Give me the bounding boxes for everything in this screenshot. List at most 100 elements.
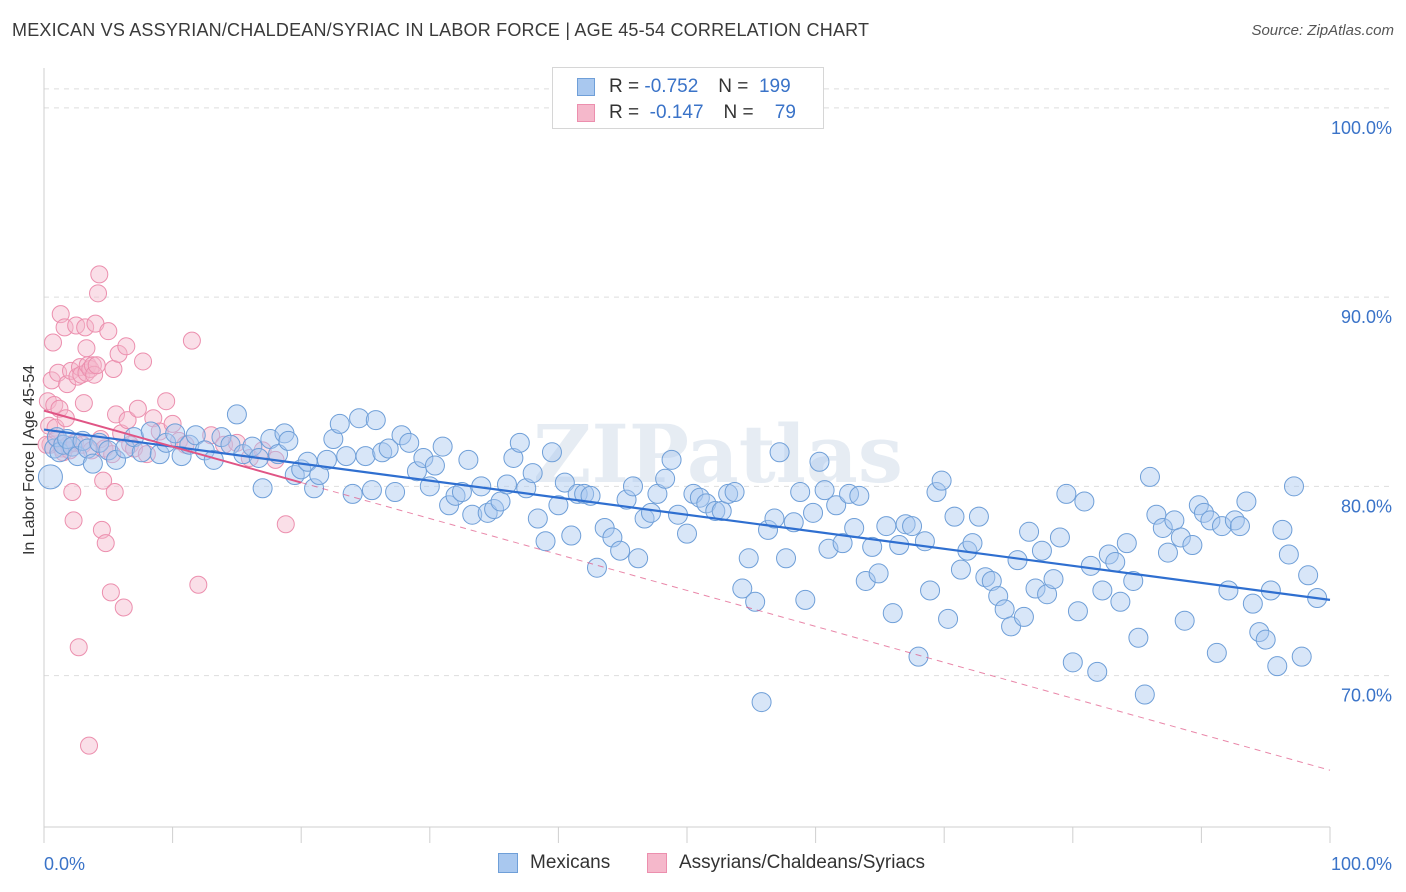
assyrian-point (64, 511, 83, 530)
mexican-point (82, 453, 103, 474)
mexican-point (1182, 535, 1203, 556)
mexican-point (738, 548, 759, 569)
mexican-point (451, 482, 472, 503)
mexican-point (1174, 610, 1195, 631)
mexican-points (37, 404, 1328, 713)
assyrian-point (96, 534, 115, 553)
mexican-point (868, 563, 889, 584)
mexican-point (790, 482, 811, 503)
mexican-point (844, 517, 865, 538)
bottom-legend-mexicans[interactable]: Mexicans (498, 852, 610, 874)
assyrian-point (80, 736, 99, 755)
mexican-point (732, 578, 753, 599)
bottom-legend-assyrians[interactable]: Assyrians/Chaldeans/Syriacs (647, 852, 925, 874)
mexican-point (769, 442, 790, 463)
mexican-point (1200, 510, 1221, 531)
mexican-point (62, 436, 83, 457)
mexican-point (616, 489, 637, 510)
assyrian-point (189, 575, 208, 594)
mexican-point (535, 531, 556, 552)
mexican-point (1087, 661, 1108, 682)
mexican-point (628, 548, 649, 569)
mexican-point (920, 580, 941, 601)
mexican-point (1298, 565, 1319, 586)
mexican-point (938, 608, 959, 629)
mexican-point (131, 442, 152, 463)
mexican-point (541, 442, 562, 463)
assyrian-point (128, 399, 147, 418)
assyrian-point (276, 515, 295, 534)
assyrian-point (63, 483, 82, 502)
mexican-point (809, 451, 830, 472)
mexican-point (561, 525, 582, 546)
assyrian-point (99, 322, 118, 341)
mexican-point (1206, 642, 1227, 663)
mexican-point (689, 487, 710, 508)
tick-labels: 70.0% 80.0% 90.0% 100.0% 0.0% 100.0% (44, 118, 1392, 874)
y-axis-label: In Labor Force | Age 45-54 (21, 364, 38, 556)
mexican-point (462, 504, 483, 525)
mexican-point (554, 472, 575, 493)
assyrian-point (90, 265, 109, 284)
mexican-point (349, 408, 370, 429)
x-tick-label: 0.0% (44, 854, 85, 874)
mexican-point (751, 692, 772, 713)
mexican-point (862, 536, 883, 557)
mexican-point (661, 449, 682, 470)
legend-swatch-blue (577, 78, 595, 96)
assyrian-point (157, 392, 176, 411)
mexican-point (1291, 646, 1312, 667)
mexican-point (1170, 527, 1191, 548)
assyrian-point (69, 638, 88, 657)
mexican-point (37, 464, 63, 490)
legend-row-mexicans: R = -0.752 N = 199 (577, 74, 791, 100)
mexican-point (365, 410, 386, 431)
mexican-point (724, 482, 745, 503)
assyrian-point (109, 344, 128, 363)
mexican-point (1031, 540, 1052, 561)
mexican-point (1074, 491, 1095, 512)
mexican-point (336, 446, 357, 467)
mexican-point (1134, 684, 1155, 705)
mexican-point (988, 586, 1009, 607)
assyrian-point (67, 316, 86, 335)
mexican-point (876, 516, 897, 537)
mexican-point (342, 483, 363, 504)
mexican-point (855, 570, 876, 591)
assyrian-point (42, 371, 61, 390)
assyrian-point (105, 483, 124, 502)
assyrian-point (51, 305, 70, 324)
mexican-point (783, 512, 804, 533)
mexican-point (1255, 629, 1276, 650)
mexican-point (975, 567, 996, 588)
mexican-point (640, 502, 661, 523)
mexican-point (776, 548, 797, 569)
mexican-point (509, 432, 530, 453)
bottom-legend-label: Assyrians/Chaldeans/Syriacs (679, 852, 926, 873)
y-tick-label: 90.0% (1341, 307, 1392, 327)
mexican-point (1067, 601, 1088, 622)
mexican-point (610, 540, 631, 561)
mexican-point (1110, 591, 1131, 612)
assyrian-point (94, 471, 113, 490)
mexican-trend-line (43, 428, 1331, 601)
y-tick-label: 100.0% (1331, 118, 1392, 138)
mexican-point (832, 533, 853, 554)
assyrian-point (114, 598, 133, 617)
mexican-point (372, 442, 393, 463)
mexican-point (490, 491, 511, 512)
mexican-point (323, 429, 344, 450)
mexican-point (1236, 491, 1257, 512)
mexican-point (926, 482, 947, 503)
mexican-point (432, 436, 453, 457)
assyrian-point (44, 333, 63, 352)
assyrian-point (87, 356, 106, 375)
mexican-point (355, 446, 376, 467)
mexican-point (826, 495, 847, 516)
mexican-point (655, 468, 676, 489)
bottom-legend: Mexicans Assyrians/Chaldeans/Syriacs (0, 852, 1406, 878)
mexican-point (902, 516, 923, 537)
assyrian-point (118, 411, 137, 430)
mexican-point (803, 502, 824, 523)
mexican-point (1013, 606, 1034, 627)
